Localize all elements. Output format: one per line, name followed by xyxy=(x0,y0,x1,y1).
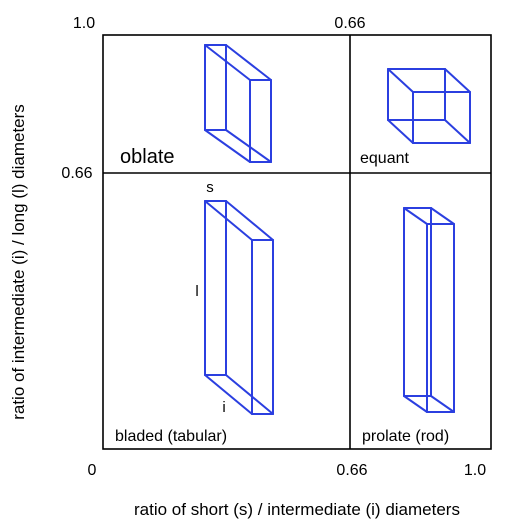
x-tick-1-0: 1.0 xyxy=(464,462,486,479)
top-tick-0-66: 0.66 xyxy=(334,15,365,32)
equant-cube-icon xyxy=(387,68,471,144)
y-tick-0-66: 0.66 xyxy=(61,165,92,182)
oblate-prism-icon xyxy=(204,44,272,163)
dimension-label-long: l xyxy=(195,283,198,300)
y-axis-title: ratio of intermediate (i) / long (l) dia… xyxy=(9,104,28,420)
label-equant: equant xyxy=(360,150,409,167)
x-axis-title: ratio of short (s) / intermediate (i) di… xyxy=(134,500,460,519)
x-tick-0: 0 xyxy=(88,462,97,479)
label-prolate: prolate (rod) xyxy=(362,428,449,445)
dimension-label-intermediate: i xyxy=(222,399,225,416)
y-tick-1-0: 1.0 xyxy=(73,15,95,32)
x-tick-0-66: 0.66 xyxy=(336,462,367,479)
dimension-label-short: s xyxy=(206,179,214,196)
label-oblate: oblate xyxy=(120,146,175,168)
bladed-prism-icon xyxy=(204,200,274,415)
prolate-rod-icon xyxy=(403,207,455,413)
label-bladed: bladed (tabular) xyxy=(115,428,227,445)
plot-frame xyxy=(102,34,492,450)
